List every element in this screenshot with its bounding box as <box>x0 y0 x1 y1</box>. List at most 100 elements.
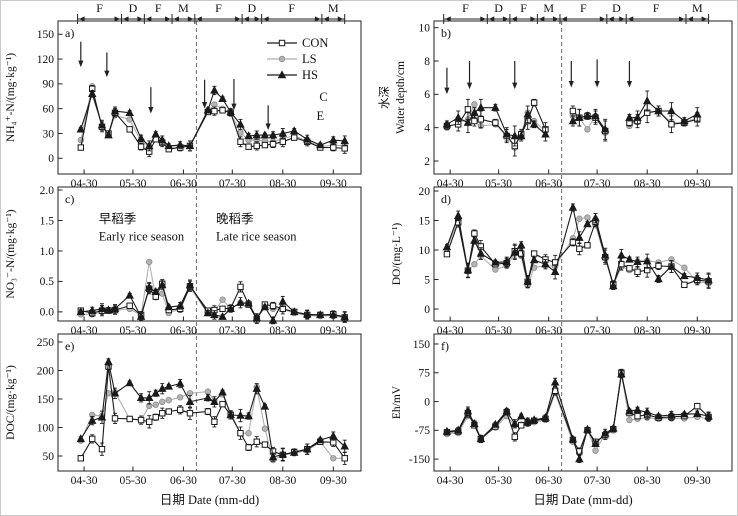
x-tick-label: 06-30 <box>535 178 562 190</box>
panel-b-frame <box>433 20 733 175</box>
x-tick-label: 08-30 <box>269 325 296 337</box>
fertilization-arrow <box>104 52 110 78</box>
series-con-line <box>80 88 345 153</box>
x-tick-label: 04-30 <box>437 325 464 337</box>
fertilization-arrow <box>265 105 271 131</box>
legend-item-hs: HS <box>267 68 318 82</box>
x-tick-label: 08-30 <box>269 178 296 190</box>
panel-f-frame <box>433 333 733 472</box>
y-tick-label: 2.0 <box>40 185 55 197</box>
panel-c: 0.0 0.5 1.0 1.5 2.0 04-30 05-30 06-30 07-30 08-30… <box>5 185 362 337</box>
y-axis-title-b: 水深 <box>377 86 391 109</box>
flood-period-label: M <box>178 1 189 15</box>
flood-period-label: D <box>494 1 503 15</box>
flood-period-label: F <box>653 1 660 15</box>
flood-period-label: M <box>692 1 703 15</box>
series-ls-line <box>446 373 709 452</box>
fertilization-arrow <box>78 41 84 68</box>
x-tick-label: 06-30 <box>170 325 197 337</box>
series-hs-a <box>76 85 349 152</box>
fertilization-arrow <box>512 61 518 90</box>
y-axis-title-e: DOC/(mg·kg⁻¹) <box>5 365 17 440</box>
y-tick-label: 1.5 <box>40 215 55 227</box>
x-tick-label: 05-30 <box>120 475 147 487</box>
annotation-text: 晚稻季 <box>216 212 254 226</box>
y-axis-title-b: Water depth/cm <box>395 61 407 134</box>
flood-period-label: F <box>520 1 527 15</box>
flood-period-label: D <box>129 1 138 15</box>
series-con-line <box>446 372 709 453</box>
x-axis-title: 日期 Date (mm-dd) <box>533 493 632 507</box>
x-tick-label: 04-30 <box>437 178 464 190</box>
flood-period-label: M <box>328 1 339 15</box>
series-hs-line <box>446 207 709 289</box>
fertilization-arrow <box>594 59 600 88</box>
x-tick-label: 07-30 <box>584 325 611 337</box>
panel-d-frame <box>433 186 733 322</box>
y-tick-label: 150 <box>37 29 55 41</box>
series-ls-line <box>80 386 345 461</box>
panel-letter-f: f) <box>441 339 449 353</box>
panel-b: 2 4 6 8 10 04-30 05-30 06-30 07-30 08-30 09-30 b) 水深… <box>377 20 733 190</box>
fertilization-arrow <box>231 78 237 111</box>
fertilization-arrow <box>202 79 208 109</box>
x-tick-label: 08-30 <box>634 475 661 487</box>
x-tick-label: 09-30 <box>684 325 711 337</box>
x-tick-label: 05-30 <box>120 178 147 190</box>
x-tick-label: 09-30 <box>684 178 711 190</box>
y-tick-label: 0.5 <box>40 276 55 288</box>
panel-e: 50 100 150 200 250 04-30 05-30 06-30 07-30 08-30 0… <box>5 333 362 487</box>
y-tick-label: 30 <box>43 128 55 140</box>
flood-period-label: D <box>612 1 621 15</box>
fertilization-arrow <box>148 87 154 114</box>
series-hs-f <box>442 369 713 464</box>
x-tick-label: 07-30 <box>584 475 611 487</box>
fertilization-arrow <box>568 61 574 88</box>
annotation-text: Early rice season <box>99 230 185 244</box>
flood-period-label: F <box>462 1 469 15</box>
y-tick-label: 90 <box>43 79 55 91</box>
x-tick-label: 09-30 <box>684 475 711 487</box>
y-tick-label: -75 <box>415 425 431 437</box>
flood-period-label: F <box>288 1 295 15</box>
annotation-text: Late rice season <box>216 230 297 244</box>
legend-item-con: CON <box>267 36 328 50</box>
flood-period-label: F <box>215 1 222 15</box>
series-hs-c <box>76 279 349 325</box>
x-tick-label: 04-30 <box>71 325 98 337</box>
series-hs-line <box>80 361 346 458</box>
legend-item-ls: LS <box>267 52 317 66</box>
x-tick-label: 06-30 <box>535 325 562 337</box>
x-tick-label: 05-30 <box>120 325 147 337</box>
series-ls-line <box>446 217 709 288</box>
fertilization-arrow <box>444 67 450 95</box>
y-tick-label: 150 <box>413 339 431 351</box>
annotation-text: E <box>316 109 324 123</box>
y-tick-label: 5 <box>424 274 430 286</box>
y-tick-label: 250 <box>37 337 55 349</box>
x-tick-label: 04-30 <box>71 475 98 487</box>
y-tick-label: 150 <box>37 394 55 406</box>
y-tick-label: 10 <box>419 22 431 34</box>
y-tick-label: 2 <box>424 156 430 168</box>
y-tick-label: 100 <box>37 422 55 434</box>
x-tick-label: 06-30 <box>170 178 197 190</box>
x-tick-label: 05-30 <box>485 178 512 190</box>
series-hs-line <box>80 283 345 322</box>
series-con-line <box>446 219 709 286</box>
fertilization-arrow <box>626 61 633 88</box>
legend-label: HS <box>302 68 318 82</box>
x-tick-label: 07-30 <box>584 178 611 190</box>
panel-letter-b: b) <box>441 26 451 40</box>
panel-a-frame <box>57 20 362 175</box>
panel-letter-a: a) <box>65 26 74 40</box>
series-hs-d <box>442 202 713 291</box>
y-tick-label: 60 <box>43 103 55 115</box>
y-axis-title-d: DO/(mg·L⁻¹) <box>391 223 403 286</box>
series-con-line <box>80 366 346 459</box>
legend: CON LS HS <box>267 36 328 82</box>
